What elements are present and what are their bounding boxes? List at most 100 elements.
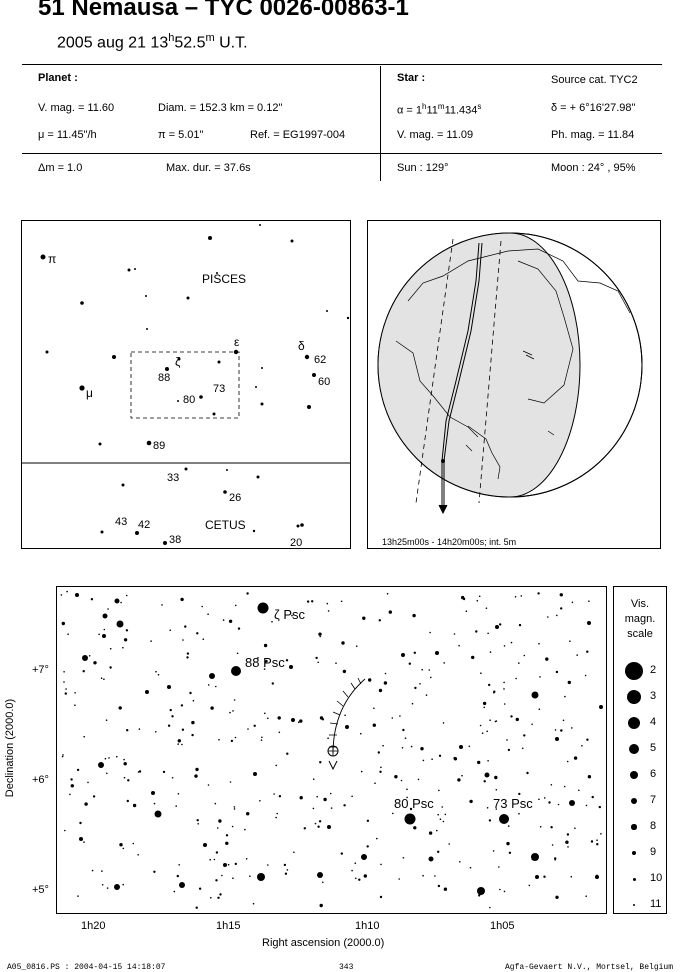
faint-star (459, 861, 461, 863)
faint-star (379, 895, 383, 899)
event-marker (441, 459, 445, 463)
faint-star (566, 760, 569, 763)
faint-star (566, 833, 570, 836)
star-label: 88 (158, 372, 171, 384)
star (135, 531, 139, 535)
faint-star (401, 747, 404, 749)
coastline (467, 425, 501, 480)
faint-star (61, 755, 64, 758)
faint-star (531, 858, 534, 861)
faint-star (127, 779, 130, 782)
faint-star (567, 846, 569, 848)
scale-row: 9 (614, 843, 666, 863)
faint-star (180, 704, 184, 707)
star (40, 254, 46, 260)
faint-star (378, 688, 383, 693)
faint-star (355, 877, 357, 880)
star (179, 882, 185, 888)
star (345, 725, 349, 729)
faint-star (229, 711, 231, 714)
star-delta: δ = + 6°16'27.98" (551, 102, 636, 114)
direction-arrow (438, 504, 448, 515)
faint-star (173, 890, 176, 893)
star (300, 523, 304, 527)
faint-star (596, 839, 598, 841)
star (186, 296, 190, 300)
scale-row: 4 (614, 713, 666, 733)
faint-star (400, 779, 403, 782)
faint-star (388, 610, 392, 614)
faint-star (246, 812, 250, 816)
faint-star (180, 597, 184, 602)
faint-star (413, 826, 417, 830)
globe-panel: 13h25m00s - 14h20m00s; int. 5m (367, 220, 661, 549)
faint-star (360, 770, 363, 773)
faint-star (319, 903, 323, 908)
ut-text: U.T. (214, 34, 248, 52)
star (208, 236, 212, 240)
faint-star (157, 673, 160, 676)
scale-row: 6 (614, 765, 666, 785)
magnitude-label: 2 (650, 664, 657, 676)
faint-star (246, 592, 249, 595)
faint-star (106, 887, 109, 889)
time-range-caption: 13h25m00s - 14h20m00s; int. 5m (382, 537, 517, 547)
faint-star (67, 633, 69, 635)
info-mid-rule (22, 153, 662, 154)
faint-star (278, 795, 282, 798)
faint-star (408, 662, 411, 665)
faint-star (406, 788, 408, 791)
faint-star (155, 670, 157, 673)
faint-star (531, 723, 533, 726)
faint-star (318, 820, 322, 823)
star (226, 469, 228, 471)
faint-star (257, 657, 259, 659)
delta-mag: Δm = 1.0 (38, 162, 83, 174)
faint-star (545, 657, 549, 661)
scale-title: Vis. magn. scale (614, 597, 666, 642)
magnitude-dot (625, 662, 643, 680)
magnitude-scale: Vis. magn. scale 2 3 4 5 6 7 8 9 10 11 (613, 586, 667, 914)
faint-star (196, 819, 199, 822)
faint-star (448, 843, 451, 845)
faint-star (482, 701, 487, 706)
scale-title-line: scale (627, 628, 653, 640)
faint-star (231, 825, 234, 828)
faint-star (374, 782, 376, 784)
faint-star (171, 715, 174, 718)
faint-star (508, 851, 512, 854)
faint-star (70, 778, 73, 781)
faint-star (372, 723, 376, 727)
star (223, 490, 227, 494)
faint-star (311, 600, 314, 603)
star (535, 875, 539, 879)
finder-stars (40, 224, 350, 545)
faint-star (275, 816, 277, 819)
star-label: 33 (167, 472, 180, 484)
star (346, 316, 350, 320)
faint-star (169, 708, 172, 712)
hour-unit: h (168, 32, 175, 44)
faint-star (108, 757, 110, 759)
faint-star (471, 655, 475, 660)
faint-star (171, 777, 174, 779)
faint-star (510, 641, 513, 644)
faint-star (438, 754, 442, 757)
magnitude-label: 8 (650, 820, 657, 832)
mu-label: μ (86, 386, 93, 400)
faint-star (487, 760, 489, 762)
scale-row: 3 (614, 687, 666, 707)
faint-star (181, 728, 185, 731)
faint-star (138, 770, 142, 773)
star (312, 373, 316, 377)
faint-star (153, 870, 156, 873)
faint-star (587, 775, 592, 779)
planet-ref: Ref. = EG1997-004 (250, 129, 346, 141)
magnitude-dot (631, 824, 637, 830)
scale-row: 2 (614, 661, 666, 681)
faint-star (123, 776, 126, 779)
star (257, 873, 265, 881)
info-divider (380, 66, 381, 181)
faint-star (286, 869, 289, 871)
faint-star (543, 875, 546, 878)
